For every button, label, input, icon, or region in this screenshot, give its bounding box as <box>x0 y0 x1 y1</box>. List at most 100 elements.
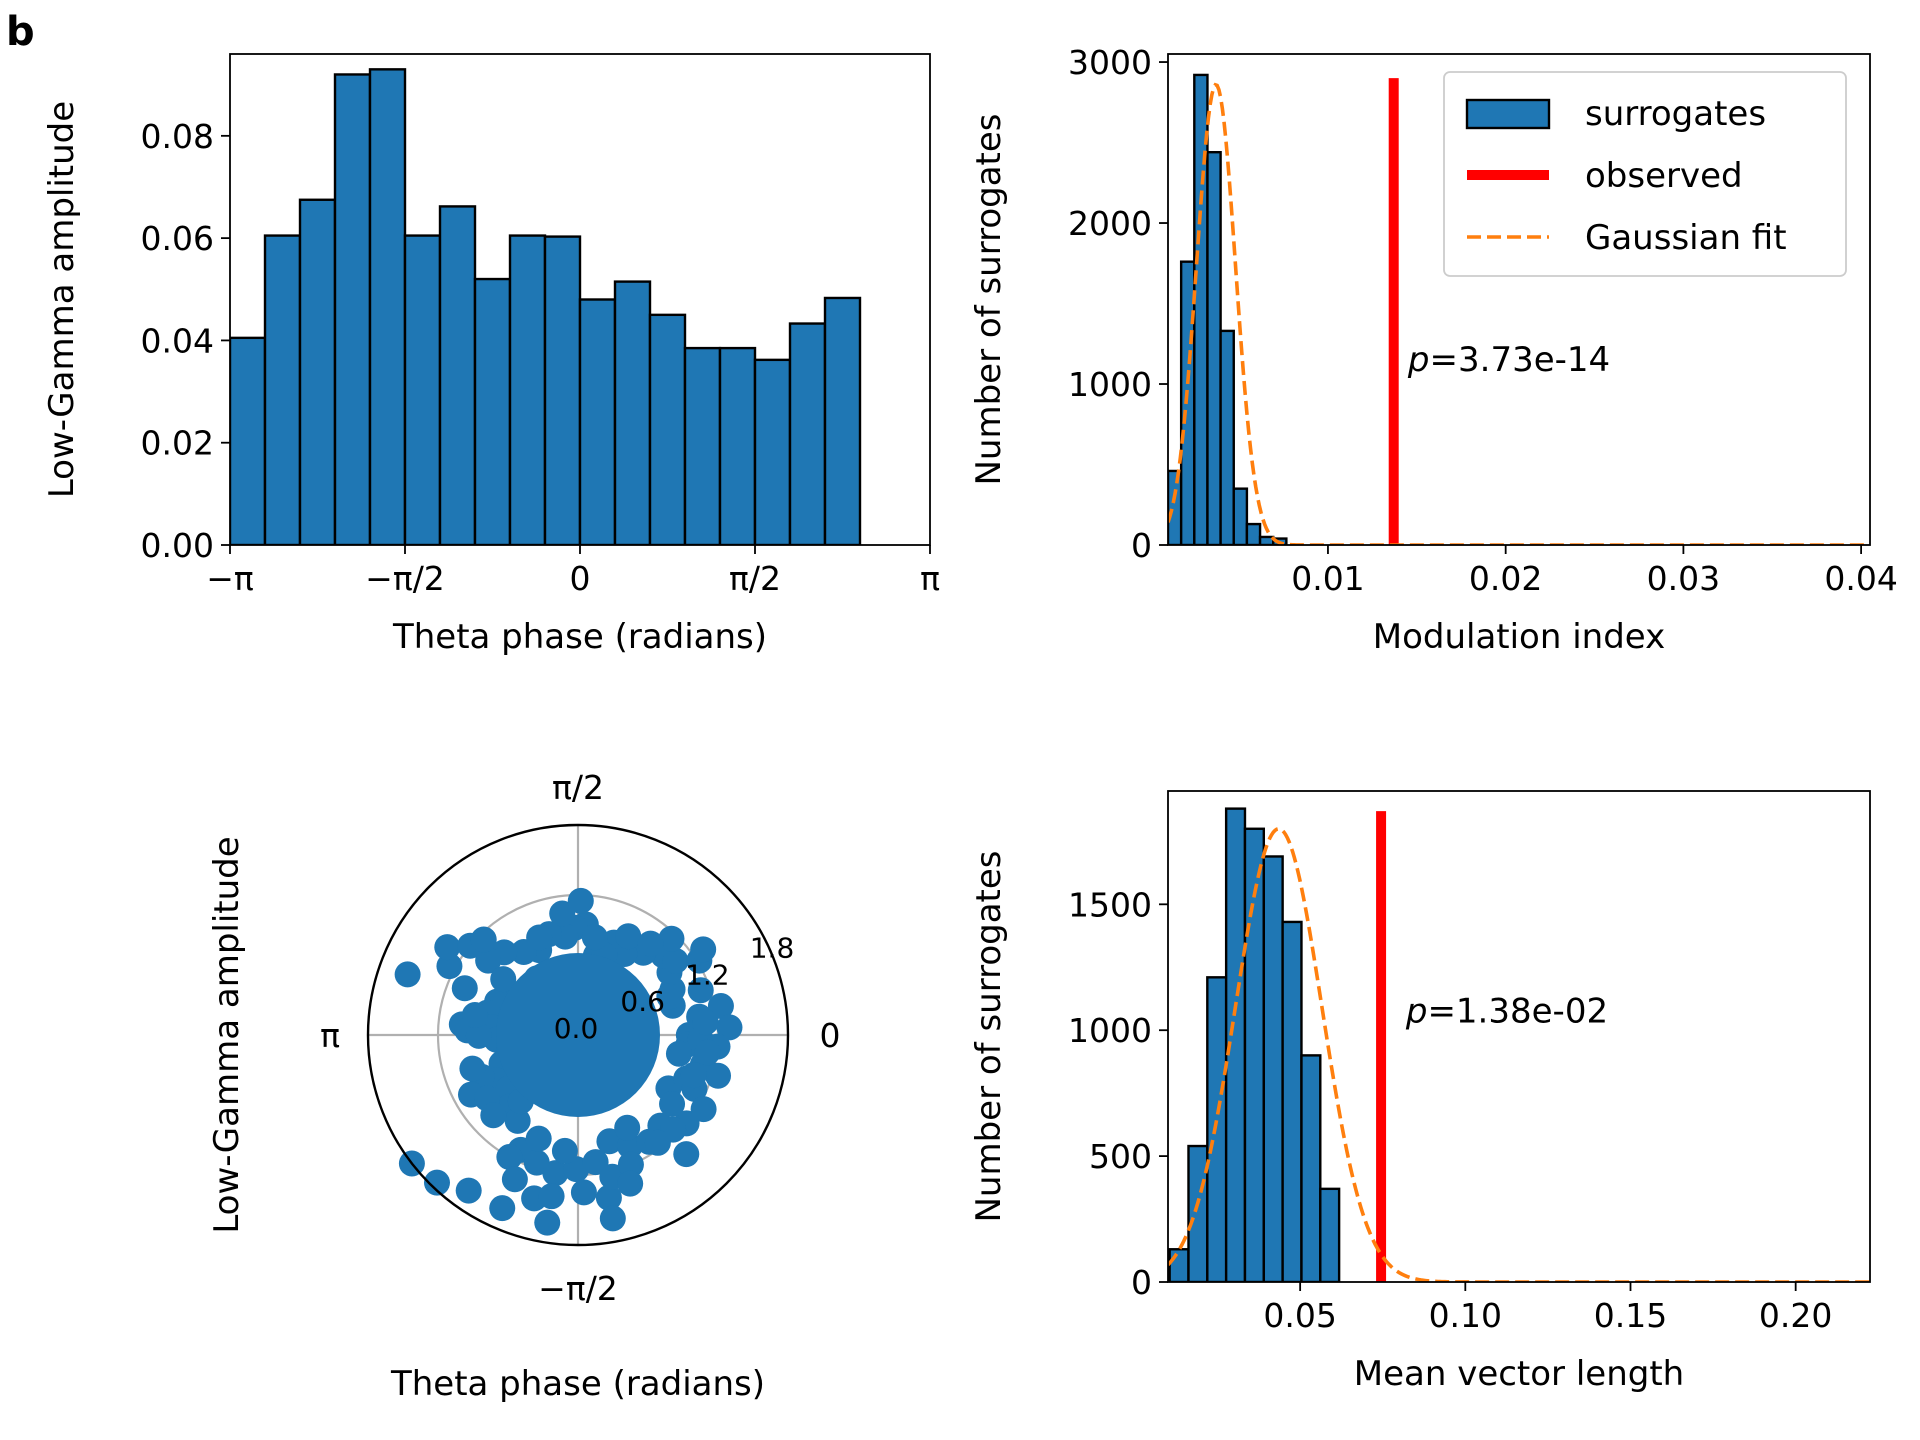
bar <box>1245 522 1262 545</box>
scatter-point <box>436 953 463 980</box>
bar <box>1168 1248 1190 1282</box>
x-axis-label: Theta phase (radians) <box>390 1364 765 1404</box>
y-tick-label: 0 <box>1131 1263 1152 1302</box>
scatter-point <box>501 1166 528 1193</box>
scatter-point <box>465 1022 492 1049</box>
x-axis-label: Mean vector length <box>1354 1354 1684 1394</box>
scatter-point <box>538 1183 565 1210</box>
bar <box>1281 920 1303 1282</box>
angle-label-right: 0 <box>820 1016 841 1055</box>
gaussian-fit-line <box>1168 826 1870 1282</box>
scatter-point <box>525 1125 552 1152</box>
scatter-point <box>690 1096 717 1123</box>
p-value-annotation: p=3.73e-14 <box>1407 340 1610 380</box>
scatter-point <box>567 887 594 914</box>
bar <box>230 336 267 545</box>
mean-vector-length-histogram: 0.05 0.10 0.15 0.20 0 500 1000 1500 Mean vector … <box>969 790 1871 1394</box>
scatter-point <box>475 947 502 974</box>
bar <box>368 68 407 545</box>
y-axis-label: Low-Gamma amplitude <box>42 101 82 498</box>
scatter-point <box>451 975 478 1002</box>
scatter-point-cluster <box>496 953 660 1117</box>
scatter-point <box>659 1091 686 1118</box>
scatter-point <box>692 1009 719 1036</box>
y-tick-label: 0.06 <box>141 219 214 258</box>
legend-entry: Gaussian fit <box>1585 218 1787 258</box>
scatter-point <box>694 1039 721 1066</box>
x-tick-label: −π/2 <box>365 559 445 598</box>
y-axis-label: Low-Gamma amplitude <box>207 836 247 1233</box>
scatter-point <box>716 1014 743 1041</box>
bar <box>648 313 687 545</box>
y-tick-label: 0.04 <box>141 321 214 360</box>
scatter-point <box>582 1149 609 1176</box>
x-tick-label: 0 <box>570 559 591 598</box>
scatter-point <box>394 961 421 988</box>
plot-area <box>1168 73 1870 545</box>
scatter-point <box>595 1184 622 1211</box>
bar <box>788 322 827 545</box>
bar <box>298 198 337 545</box>
bar <box>508 234 547 545</box>
scatter-point <box>687 977 714 1004</box>
legend-entry: surrogates <box>1585 94 1766 134</box>
scatter-point <box>526 924 553 951</box>
scatter-point <box>549 900 576 927</box>
polar-outer-circle <box>366 823 790 1247</box>
x-axis-label: Modulation index <box>1373 617 1666 657</box>
bar <box>333 73 372 545</box>
scatter-point <box>480 1102 507 1129</box>
x-tick-label: π <box>920 559 940 598</box>
scatter-point <box>615 923 642 950</box>
angle-label-bottom: −π/2 <box>538 1269 618 1308</box>
scatter-point <box>662 947 689 974</box>
bar <box>1300 1054 1322 1282</box>
scatter-point <box>470 926 497 953</box>
bar <box>403 234 442 545</box>
x-tick-label: 0.20 <box>1759 1296 1832 1335</box>
legend-entry: observed <box>1585 156 1743 196</box>
scatter-point <box>534 1209 561 1236</box>
bar <box>1193 73 1209 545</box>
scatter-point <box>617 1151 644 1178</box>
bar <box>543 235 582 545</box>
axes-frame <box>1167 53 1871 546</box>
scatter-point <box>599 1205 626 1232</box>
y-axis-label: Number of surrogates <box>969 113 1009 485</box>
bar <box>438 205 477 545</box>
scatter-point <box>656 983 683 1010</box>
scatter-point <box>705 1062 732 1089</box>
modulation-index-histogram: 0.01 0.02 0.03 0.04 0 1000 2000 3000 Modulation … <box>969 43 1898 657</box>
x-tick-label: 0.15 <box>1594 1296 1667 1335</box>
y-tick-label: 0.02 <box>141 424 214 463</box>
y-tick-label: 0.00 <box>141 526 214 565</box>
bar <box>1206 976 1228 1282</box>
y-tick-label: 0.08 <box>141 117 214 156</box>
x-axis-label: Theta phase (radians) <box>392 617 767 657</box>
scatter-point <box>490 966 517 993</box>
axes-frame <box>1167 790 1871 1283</box>
y-axis-label: Number of surrogates <box>969 850 1009 1222</box>
scatter-point <box>455 1177 482 1204</box>
bar <box>1168 469 1183 545</box>
plot-area <box>1168 807 1870 1282</box>
scatter-point <box>504 1107 531 1134</box>
polar-points <box>394 887 743 1236</box>
panel-label: b <box>6 9 35 55</box>
scatter-point <box>707 993 734 1020</box>
bar <box>753 358 792 545</box>
y-tick-label: 500 <box>1089 1137 1152 1176</box>
scatter-point <box>551 1137 578 1164</box>
x-tick-label: 0.02 <box>1469 559 1542 598</box>
polar-phase-amplitude-plot: 0.0 0.6 1.2 1.8 π/2 −π/2 π 0 Theta phase (radian… <box>207 768 841 1404</box>
r-tick-label: 0.6 <box>620 985 665 1018</box>
scatter-point <box>570 1179 597 1206</box>
scatter-point <box>423 1169 450 1196</box>
scatter-point <box>665 1040 692 1067</box>
scatter-point <box>496 1144 523 1171</box>
angle-label-left: π <box>320 1016 340 1055</box>
bar <box>473 277 512 545</box>
scatter-point <box>581 924 608 951</box>
bar <box>823 296 862 545</box>
